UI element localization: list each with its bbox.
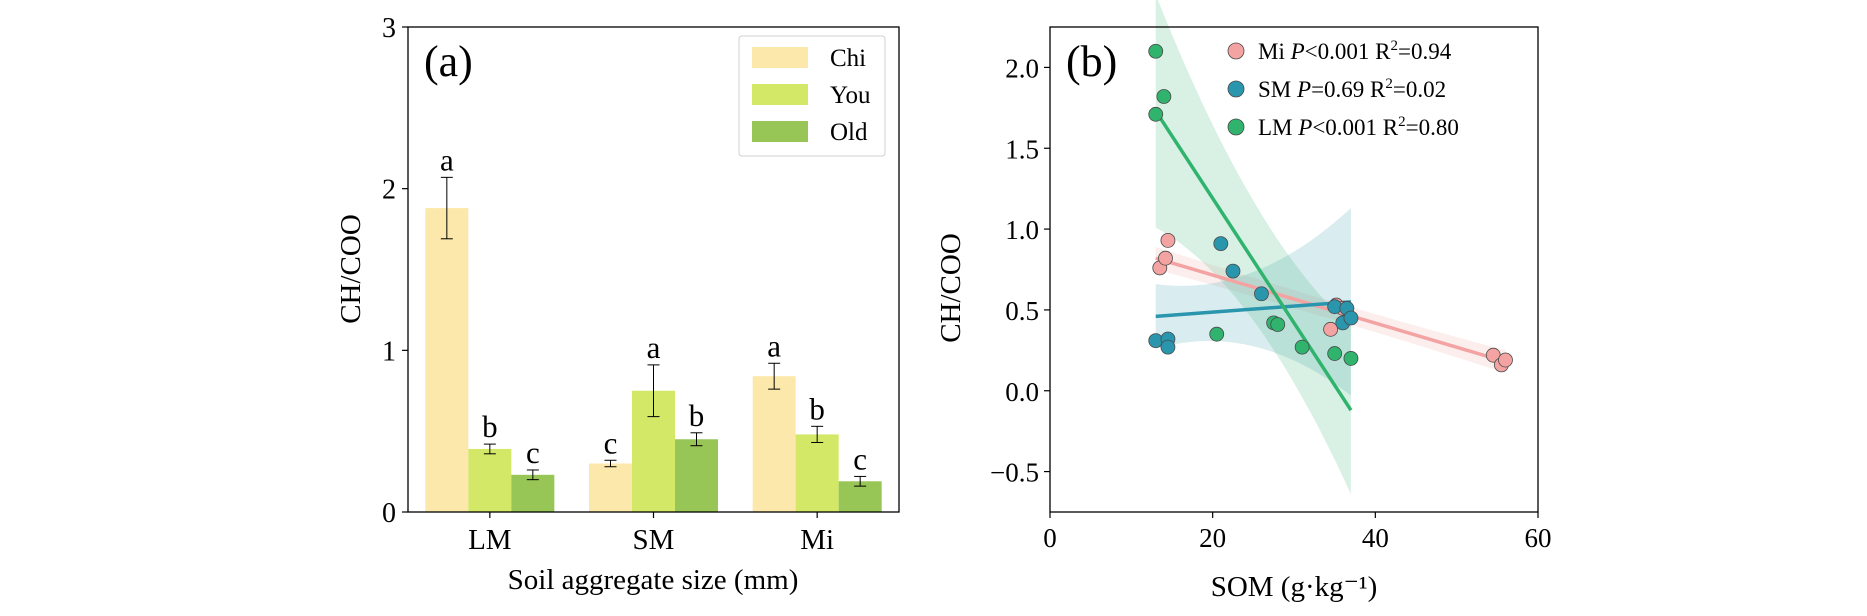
confidence-band-group bbox=[1155, 0, 1506, 495]
scatter-point-sm bbox=[1160, 339, 1176, 355]
y-axis-label: CH/COO bbox=[935, 233, 967, 343]
legend-label: Mi P<0.001 R2=0.94 bbox=[1258, 38, 1452, 64]
scatter-chart-panel: −0.5 0.0 0.5 1.0 1.5 2.0 0 20 40 60 (b) Mi P<0.0… bbox=[935, 0, 1552, 603]
y-tick-label: 1 bbox=[382, 336, 396, 367]
significance-letter: c bbox=[604, 425, 618, 460]
plot-frame bbox=[1049, 26, 1539, 513]
significance-letter: a bbox=[767, 328, 781, 363]
bar-old-lm bbox=[511, 474, 555, 512]
x-tick-label: 20 bbox=[1199, 523, 1226, 553]
y-tick-label: −0.5 bbox=[990, 458, 1039, 488]
legend-label: SM P=0.69 R2=0.02 bbox=[1258, 76, 1446, 102]
x-axis-ticks: LM SM Mi bbox=[468, 512, 834, 556]
significance-letter: a bbox=[440, 142, 454, 177]
legend-marker-lm bbox=[1227, 118, 1245, 136]
y-tick-label: 2 bbox=[382, 175, 396, 206]
x-tick-label: Mi bbox=[800, 524, 834, 556]
significance-letter: c bbox=[526, 435, 540, 470]
legend-marker-sm bbox=[1227, 80, 1245, 98]
scatter-point-lm bbox=[1294, 339, 1310, 355]
x-axis-label: SOM (g·kg⁻¹) bbox=[1211, 571, 1378, 603]
scatter-point-lm bbox=[1156, 89, 1172, 104]
scatter-point-mi bbox=[1160, 232, 1176, 248]
plot-frame bbox=[407, 26, 900, 513]
y-axis-ticks: 0 1 2 3 bbox=[382, 13, 408, 529]
significance-letter: b bbox=[482, 409, 498, 444]
scatter-point-lm bbox=[1343, 351, 1359, 366]
bar-you-lm bbox=[468, 448, 512, 512]
y-tick-label: 0.0 bbox=[1005, 377, 1039, 407]
significance-letter: a bbox=[647, 330, 661, 365]
scatter-point-sm bbox=[1254, 286, 1269, 302]
panel-label: (a) bbox=[424, 37, 473, 86]
regression-line-lm bbox=[1154, 110, 1353, 412]
bar-you-mi bbox=[795, 434, 839, 512]
legend: Chi You Old bbox=[738, 35, 886, 157]
scatter-point-sm bbox=[1343, 310, 1359, 326]
scatter-point-lm bbox=[1148, 43, 1164, 59]
scatter-point-lm bbox=[1148, 106, 1164, 122]
panel-label: (b) bbox=[1066, 37, 1117, 86]
significance-letter: b bbox=[809, 391, 825, 426]
scatter-point-sm bbox=[1327, 299, 1343, 315]
scatter-point-lm bbox=[1209, 326, 1225, 342]
legend-label: LM P<0.001 R2=0.80 bbox=[1258, 114, 1459, 140]
y-tick-label: 1.0 bbox=[1005, 215, 1039, 245]
x-axis-ticks: 0 20 40 60 bbox=[1043, 512, 1552, 553]
x-tick-label: 0 bbox=[1043, 523, 1057, 553]
x-tick-label: SM bbox=[633, 524, 675, 556]
x-tick-label: 40 bbox=[1362, 523, 1389, 553]
bar-chi-sm bbox=[589, 463, 632, 512]
scatter-point-mi bbox=[1158, 250, 1173, 266]
scatter-point-mi bbox=[1498, 352, 1513, 368]
legend-marker-mi bbox=[1227, 42, 1245, 60]
error-bar-group bbox=[440, 176, 867, 487]
scatter-point-sm bbox=[1225, 263, 1241, 279]
legend-label: You bbox=[830, 82, 871, 109]
y-axis-ticks: −0.5 0.0 0.5 1.0 1.5 2.0 bbox=[990, 53, 1050, 488]
significance-letter: c bbox=[853, 441, 867, 476]
y-tick-label: 2.0 bbox=[1005, 53, 1039, 83]
confidence-band-lm bbox=[1155, 0, 1351, 495]
scatter-point-lm bbox=[1270, 317, 1286, 332]
regression-line-sm bbox=[1155, 300, 1352, 319]
legend-swatch-chi bbox=[752, 47, 808, 68]
bar-group bbox=[425, 208, 882, 513]
legend: Mi P<0.001 R2=0.94 SM P=0.69 R2=0.02 LM P<… bbox=[1227, 38, 1459, 140]
scatter-point-group bbox=[1148, 43, 1513, 373]
y-axis-label: CH/COO bbox=[335, 214, 367, 324]
scatter-point-sm bbox=[1148, 333, 1164, 349]
scatter-point-lm bbox=[1327, 346, 1343, 361]
bar-old-sm bbox=[675, 439, 718, 512]
y-tick-label: 3 bbox=[382, 13, 396, 44]
x-tick-label: LM bbox=[468, 524, 512, 556]
bar-chi-lm bbox=[425, 208, 469, 513]
x-axis-label: Soil aggregate size (mm) bbox=[508, 564, 799, 596]
legend-swatch-you bbox=[752, 84, 808, 105]
y-tick-label: 0 bbox=[382, 498, 396, 529]
y-tick-label: 0.5 bbox=[1005, 296, 1039, 326]
scatter-point-mi bbox=[1323, 321, 1338, 337]
legend-label: Chi bbox=[830, 45, 866, 72]
bar-chi-mi bbox=[752, 376, 796, 512]
scatter-point-sm bbox=[1213, 236, 1229, 252]
y-tick-label: 1.5 bbox=[1005, 134, 1039, 164]
legend-label: Old bbox=[830, 119, 868, 146]
significance-letter: b bbox=[689, 398, 705, 433]
x-tick-label: 60 bbox=[1525, 523, 1552, 553]
legend-swatch-old bbox=[752, 121, 808, 142]
